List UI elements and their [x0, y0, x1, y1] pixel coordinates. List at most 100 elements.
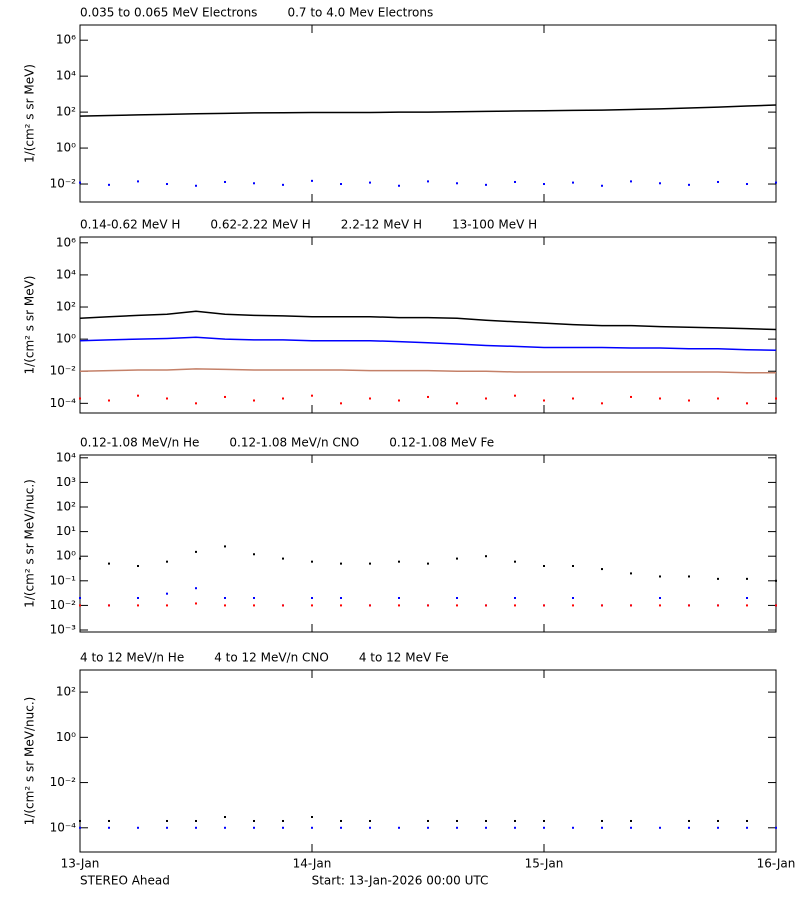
data-point [456, 597, 458, 600]
data-point [485, 604, 487, 607]
data-point [514, 560, 516, 563]
data-point [775, 181, 777, 184]
data-point [427, 819, 429, 822]
data-point [137, 826, 139, 829]
y-tick-label: 10⁻³ [50, 623, 77, 637]
data-point [108, 183, 110, 186]
legend-entry: 0.12-1.08 MeV/n CNO [229, 436, 359, 450]
data-point [224, 395, 226, 398]
data-point [369, 397, 371, 400]
data-point [746, 402, 748, 405]
data-point [224, 545, 226, 548]
data-point [485, 183, 487, 186]
data-point [79, 181, 81, 184]
data-point [601, 819, 603, 822]
data-point [543, 826, 545, 829]
data-point [746, 183, 748, 186]
data-point [282, 819, 284, 822]
data-point [456, 604, 458, 607]
data-point [79, 557, 81, 560]
data-point [514, 604, 516, 607]
data-point [253, 182, 255, 185]
data-point [514, 394, 516, 397]
data-point [195, 184, 197, 187]
data-point [108, 399, 110, 402]
y-tick-label: 10³ [56, 475, 76, 489]
data-point [543, 183, 545, 186]
data-point [340, 604, 342, 607]
data-point [630, 180, 632, 183]
y-tick-label: 10² [56, 685, 76, 699]
y-tick-label: 10⁻² [50, 177, 77, 191]
legend-entry: 2.2-12 MeV H [341, 218, 422, 232]
data-point [717, 577, 719, 580]
plot-frame [79, 454, 777, 633]
y-tick-label: 10⁶ [56, 33, 76, 47]
data-point [195, 602, 197, 605]
data-point [688, 399, 690, 402]
data-point [572, 604, 574, 607]
y-tick-label: 10⁻⁴ [50, 396, 77, 410]
data-point [369, 604, 371, 607]
data-point [746, 597, 748, 600]
y-tick-label: 10⁻⁴ [50, 820, 77, 834]
y-axis-label: 1/(cm² s sr MeV) [23, 64, 37, 163]
data-point [253, 819, 255, 822]
data-point [108, 604, 110, 607]
data-point [630, 819, 632, 822]
data-point [601, 568, 603, 571]
data-point [659, 182, 661, 185]
data-point [195, 819, 197, 822]
data-point [311, 560, 313, 563]
data-point [282, 826, 284, 829]
data-point [369, 562, 371, 565]
data-point [79, 597, 81, 600]
y-tick-label: 10⁰ [56, 141, 76, 155]
x-tick-label: 16-Jan [757, 857, 796, 871]
data-point [195, 587, 197, 590]
data-point [137, 394, 139, 397]
data-point [659, 575, 661, 578]
data-point [601, 604, 603, 607]
y-axis-label: 1/(cm² s sr MeV/nuc.) [23, 479, 37, 608]
y-tick-label: 10⁰ [56, 332, 76, 346]
data-point [659, 597, 661, 600]
data-point [427, 826, 429, 829]
data-point [282, 604, 284, 607]
data-point [775, 826, 777, 829]
plot-frame [79, 669, 777, 853]
data-point [514, 597, 516, 600]
data-point [688, 575, 690, 578]
data-point [166, 592, 168, 595]
data-point [224, 826, 226, 829]
y-tick-label: 10⁻² [50, 775, 77, 789]
data-point [224, 180, 226, 183]
legend-entry: 0.14-0.62 MeV H [80, 218, 180, 232]
data-point [717, 819, 719, 822]
data-point [166, 604, 168, 607]
data-point [688, 819, 690, 822]
data-point [485, 555, 487, 558]
y-tick-label: 10⁶ [56, 235, 76, 249]
data-point [224, 604, 226, 607]
data-point [572, 564, 574, 567]
data-point [572, 826, 574, 829]
data-point [195, 826, 197, 829]
data-point [398, 184, 400, 187]
data-point [224, 816, 226, 819]
series-line [79, 336, 777, 352]
data-point [485, 819, 487, 822]
data-point [137, 564, 139, 567]
data-point [543, 564, 545, 567]
data-point [427, 395, 429, 398]
y-tick-label: 10⁻² [50, 364, 77, 378]
data-point [427, 562, 429, 565]
data-point [340, 819, 342, 822]
data-point [195, 402, 197, 405]
data-point [311, 179, 313, 182]
y-tick-label: 10⁻¹ [50, 573, 77, 587]
data-point [311, 604, 313, 607]
y-axis-label: 1/(cm² s sr MeV) [23, 276, 37, 375]
y-axis-label: 1/(cm² s sr MeV/nuc.) [23, 697, 37, 826]
data-point [543, 819, 545, 822]
